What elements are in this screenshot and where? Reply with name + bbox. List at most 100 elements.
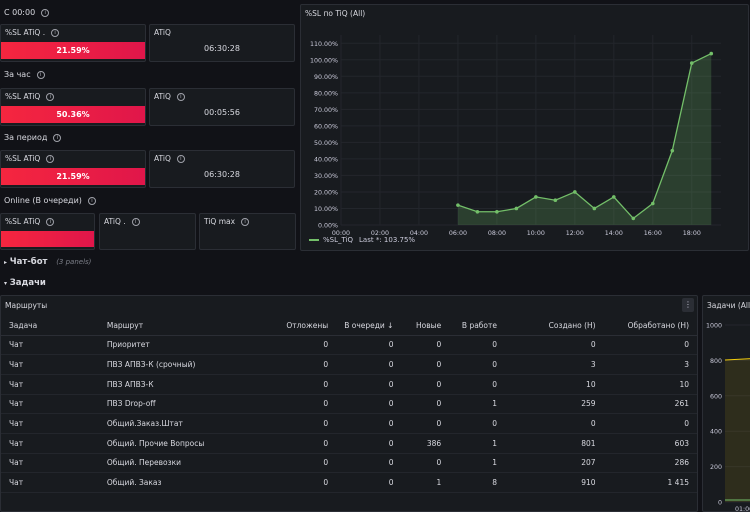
table-cell: Чат	[1, 374, 99, 395]
stat-panel-sl-row3[interactable]: %SL ATiQ i 21.59%	[0, 150, 146, 188]
column-header[interactable]: Маршрут	[98, 317, 258, 336]
y-tick-label: 40.00%	[314, 156, 338, 163]
table-cell: Общий. Прочие Вопросы	[98, 433, 258, 454]
table-cell: Приоритет	[98, 335, 258, 356]
table-cell: 0	[336, 433, 402, 454]
table-cell: 0	[257, 354, 337, 375]
table-row[interactable]: Чат ПВЗ Drop-off 0 0 0 1 259 261	[1, 394, 697, 415]
stat-panel-atiq-row2[interactable]: ATiQ i 00:05:56	[149, 88, 295, 126]
data-point	[670, 148, 675, 153]
sl-tiq-chart-panel[interactable]: %SL по TiQ (All) 0.00% 10.00% 20.00% 30.00%…	[300, 4, 749, 251]
data-point	[612, 195, 616, 199]
tasks-chart-panel[interactable]: Задачи (All 1000 800 600 400 200 0 01:00	[702, 295, 750, 512]
atiq-value: 06:30:28	[204, 44, 240, 53]
table-header-row: Задача Маршрут Отложены В очереди ↓ Новые В р…	[1, 317, 697, 336]
info-icon[interactable]: i	[53, 133, 62, 142]
info-icon[interactable]: i	[41, 8, 50, 17]
table-row[interactable]: Чат Общий.Заказ.Штат 0 0 0 0 0 0	[1, 413, 697, 434]
table-cell: 3	[505, 354, 604, 375]
panel-title: TiQ max i	[204, 217, 250, 226]
table-cell: 261	[603, 394, 697, 415]
y-tick-label: 50.00%	[314, 140, 338, 147]
routes-table: Задача Маршрут Отложены В очереди ↓ Новые В р…	[1, 317, 697, 493]
stat-panel-atiq-online[interactable]: ATiQ .i	[99, 213, 196, 250]
data-point	[592, 206, 597, 211]
series-line	[457, 53, 712, 220]
table-cell: Чат	[1, 335, 99, 356]
info-icon[interactable]: i	[131, 218, 140, 226]
table-cell: 286	[603, 453, 697, 474]
data-point	[514, 206, 519, 211]
table-row[interactable]: Чат Общий. Перевозки 0 0 0 1 207 286	[1, 453, 697, 474]
table-cell: 0	[257, 453, 337, 474]
column-header[interactable]: Создано (Н)	[505, 317, 604, 336]
panel-title: %SL ATiQ i	[5, 217, 55, 226]
info-icon[interactable]: i	[87, 196, 96, 205]
stat-panel-sl-row1[interactable]: %SL ATiQ .i 21.59%	[0, 24, 146, 62]
info-icon[interactable]: i	[46, 218, 55, 226]
table-cell: 3	[603, 354, 697, 375]
table-row[interactable]: Чат Общий. Прочие Вопросы 0 0 386 1 801 603	[1, 433, 697, 454]
table-row[interactable]: Чат ПВЗ АПВЗ-К 0 0 0 0 10 10	[1, 374, 697, 395]
table-cell: 801	[505, 433, 604, 454]
stat-panel-tiqmax-online[interactable]: TiQ max i	[199, 213, 296, 250]
column-header[interactable]: В работе	[449, 317, 506, 336]
data-point	[709, 51, 714, 56]
column-header[interactable]: В очереди ↓	[336, 317, 402, 336]
column-header[interactable]: Обработано (Н)	[603, 317, 697, 336]
tasks-chart: 1000 800 600 400 200 0 01:00	[706, 323, 750, 511]
data-point	[650, 201, 655, 206]
table-cell: 0	[449, 374, 506, 395]
y-tick-label: 70.00%	[314, 107, 338, 114]
table-cell: 8	[449, 472, 506, 493]
column-header[interactable]: Задача	[1, 317, 99, 336]
table-row[interactable]: Чат Приоритет 0 0 0 0 0 0	[1, 335, 697, 356]
table-cell: Чат	[1, 394, 99, 415]
column-header[interactable]: Отложены	[257, 317, 337, 336]
stat-panel-atiq-row1[interactable]: ATiQ 06:30:28	[149, 24, 295, 62]
table-cell: Общий. Перевозки	[98, 453, 258, 474]
routes-table-panel[interactable]: Маршруты ⋮ Задача Маршрут Отложены В очеред…	[0, 295, 698, 512]
info-icon[interactable]: i	[46, 155, 55, 163]
info-icon[interactable]: i	[176, 93, 185, 101]
chevron-down-icon: ▾	[4, 280, 8, 287]
table-cell: Чат	[1, 472, 99, 493]
x-tick-label: 04:00	[410, 230, 428, 237]
sl-value-bar: 21.59%	[1, 42, 145, 59]
panel-title: ATiQ .i	[104, 217, 140, 226]
info-icon[interactable]: i	[176, 155, 185, 163]
y-tick-label: 0.00%	[318, 223, 338, 230]
info-icon[interactable]: i	[46, 93, 55, 101]
collapsed-row-chatbot[interactable]: ▸ Чат-бот (3 panels)	[4, 257, 750, 267]
panel-title: %SL ATiQ i	[5, 92, 55, 101]
x-tick-label: 02:00	[371, 230, 389, 237]
y-tick-label: 200	[710, 464, 722, 471]
panel-title: Задачи (All	[707, 301, 750, 310]
info-icon[interactable]: i	[51, 29, 60, 37]
table-row[interactable]: Чат ПВЗ АПВЗ-К (срочный) 0 0 0 0 3 3	[1, 354, 697, 375]
chevron-right-icon: ▸	[4, 259, 8, 266]
table-cell: 1	[449, 394, 506, 415]
panel-menu-icon[interactable]: ⋮	[682, 298, 694, 312]
table-cell: 1	[449, 453, 506, 474]
section-label-period: За период i	[4, 133, 62, 142]
table-cell: 0	[336, 472, 402, 493]
stat-panel-atiq-row3[interactable]: ATiQ i 06:30:28	[149, 150, 295, 188]
table-cell: 1	[401, 472, 450, 493]
y-tick-label: 100.00%	[310, 57, 338, 64]
x-tick-label: 18:00	[683, 230, 701, 237]
y-tick-label: 1000	[706, 323, 722, 330]
info-icon[interactable]: i	[241, 218, 250, 226]
y-tick-label: 90.00%	[314, 74, 338, 81]
row-panel-count: (3 panels)	[56, 258, 92, 266]
stat-panel-sl-online[interactable]: %SL ATiQ i	[0, 213, 95, 250]
stat-panel-sl-row2[interactable]: %SL ATiQ i 50.36%	[0, 88, 146, 126]
series-area	[725, 358, 750, 502]
info-icon[interactable]: i	[36, 70, 45, 79]
expanded-row-tasks[interactable]: ▾ Задачи	[4, 278, 750, 288]
data-point	[631, 216, 636, 221]
data-point	[553, 198, 558, 203]
table-row[interactable]: Чат Общий. Заказ 0 0 1 8 910 1 415	[1, 472, 697, 493]
chart-legend[interactable]: %SL_TiQ Last *: 103.75%	[309, 236, 415, 244]
column-header[interactable]: Новые	[401, 317, 450, 336]
